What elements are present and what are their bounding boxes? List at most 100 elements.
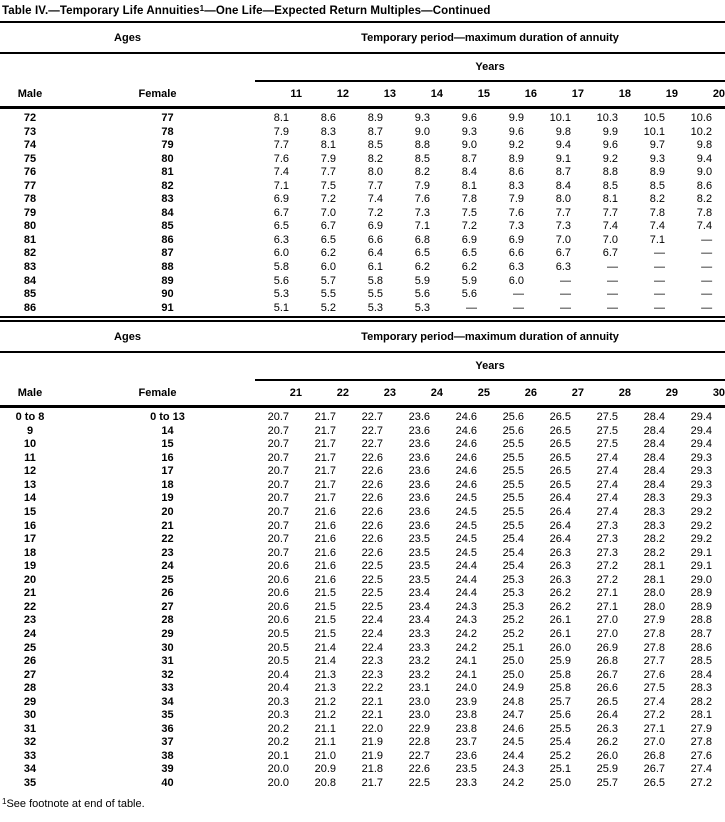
- multiple-value-cell: 22.7: [361, 424, 383, 437]
- multiple-value-cell: —: [701, 261, 713, 274]
- multiple-value-cell: 24.5: [455, 533, 477, 546]
- multiple-value-cell: —: [701, 247, 713, 260]
- multiple-value-cell: 25.6: [549, 709, 571, 722]
- multiple-value-cell: 21.7: [314, 411, 336, 424]
- table-row: 34 39 20.0 20.9 21.8 22.6 23.5 24.3 25.1 25.9 26.7…: [0, 763, 725, 777]
- multiple-value-cell: 20.2: [267, 736, 289, 749]
- multiple-value-cell: 20.7: [267, 546, 289, 559]
- temporary-period-header: Temporary period—maximum duration of ann…: [255, 22, 725, 54]
- multiple-value-cell: 28.4: [643, 424, 665, 437]
- year-column-header: 20: [678, 81, 725, 109]
- table-row: 79 84 6.7 7.0 7.2 7.3 7.5 7.6 7.7 7.7 7.8 7.8: [0, 207, 725, 221]
- table-row: 16 21 20.7 21.6 22.6 23.6 24.5 25.5 26.4 27.3 28.3…: [0, 520, 725, 534]
- multiple-value-cell: 25.7: [596, 776, 618, 789]
- female-age-cell: 23: [161, 546, 174, 559]
- multiple-value-cell: 29.4: [690, 424, 713, 437]
- multiple-value-cell: 9.3: [461, 125, 477, 138]
- male-age-cell: 73: [23, 125, 37, 138]
- table-row: 86 91 5.1 5.2 5.3 5.3 — — — — — —: [0, 302, 725, 316]
- multiple-value-cell: 8.7: [367, 125, 383, 138]
- multiple-value-cell: 10.6: [690, 112, 713, 124]
- multiple-value-cell: 27.4: [596, 492, 618, 505]
- multiple-value-cell: 23.6: [408, 451, 430, 464]
- male-column-header: Male: [0, 380, 60, 409]
- table-row: 0 to 8 0 to 13 20.7 21.7 22.7 23.6 24.6 25.6 26.…: [0, 407, 725, 425]
- multiple-value-cell: 21.6: [314, 546, 336, 559]
- multiple-value-cell: 22.8: [408, 736, 430, 749]
- multiple-value-cell: 21.6: [314, 560, 336, 573]
- year-column-header: 11: [255, 81, 302, 109]
- year-column-header: 12: [302, 81, 349, 109]
- multiple-value-cell: 24.5: [455, 519, 477, 532]
- multiple-value-cell: 9.9: [602, 125, 618, 138]
- multiple-value-cell: 28.4: [643, 451, 665, 464]
- multiple-value-cell: 21.5: [314, 627, 336, 640]
- male-age-cell: 28: [23, 682, 37, 695]
- female-age-cell: 39: [161, 763, 174, 776]
- multiple-value-cell: —: [701, 288, 713, 301]
- multiple-value-cell: 9.1: [555, 152, 571, 165]
- multiple-value-cell: 21.6: [314, 573, 336, 586]
- multiple-value-cell: 22.6: [361, 546, 383, 559]
- multiple-value-cell: 29.2: [690, 519, 713, 532]
- ages-header: Ages: [0, 22, 255, 54]
- male-age-cell: 17: [23, 533, 37, 546]
- multiple-value-cell: 29.3: [690, 451, 713, 464]
- multiple-value-cell: 21.9: [361, 749, 383, 762]
- multiple-value-cell: 25.4: [502, 560, 524, 573]
- multiple-value-cell: 28.8: [690, 614, 713, 627]
- multiple-value-cell: 25.2: [549, 749, 571, 762]
- multiple-value-cell: —: [560, 288, 571, 301]
- multiple-value-cell: 10.5: [643, 112, 665, 124]
- multiple-value-cell: 5.9: [461, 274, 477, 287]
- multiple-value-cell: 25.9: [596, 763, 618, 776]
- multiple-value-cell: 9.6: [461, 112, 477, 124]
- multiple-value-cell: 26.1: [549, 614, 571, 627]
- multiple-value-cell: 27.5: [596, 411, 618, 424]
- female-age-cell: 21: [161, 519, 174, 532]
- multiple-value-cell: 8.0: [367, 166, 383, 179]
- multiple-value-cell: 6.7: [555, 247, 571, 260]
- multiple-value-cell: —: [560, 301, 571, 314]
- male-age-cell: 11: [24, 451, 36, 464]
- male-age-cell: 81: [23, 233, 37, 246]
- table-row: 30 35 20.3 21.2 22.1 23.0 23.8 24.7 25.6 26.4 27.2…: [0, 709, 725, 723]
- multiple-value-cell: 22.7: [361, 438, 383, 451]
- table-row: 11 16 20.7 21.7 22.6 23.6 24.6 25.5 26.5 27.4 28.4…: [0, 452, 725, 466]
- multiple-value-cell: 8.0: [555, 193, 571, 206]
- multiple-value-cell: 21.2: [314, 709, 336, 722]
- multiple-value-cell: 7.4: [367, 193, 383, 206]
- multiple-value-cell: 27.2: [690, 776, 713, 789]
- multiple-value-cell: 5.3: [367, 301, 383, 314]
- multiple-value-cell: 24.9: [502, 682, 524, 695]
- temporary-period-header: Temporary period—maximum duration of ann…: [255, 322, 725, 354]
- years-spacer: [0, 53, 255, 81]
- multiple-value-cell: 22.6: [361, 465, 383, 478]
- multiple-value-cell: 8.5: [649, 179, 665, 192]
- year-column-header: 28: [584, 380, 631, 409]
- multiple-value-cell: 23.6: [408, 438, 430, 451]
- multiple-value-cell: 26.1: [549, 627, 571, 640]
- male-age-cell: 14: [23, 492, 37, 505]
- multiple-value-cell: 6.9: [367, 220, 383, 233]
- table-row: 10 15 20.7 21.7 22.7 23.6 24.6 25.5 26.5 27.5 28.4…: [0, 438, 725, 452]
- table-row: 23 28 20.6 21.5 22.4 23.4 24.3 25.2 26.1 27.0 27.9…: [0, 614, 725, 628]
- multiple-value-cell: —: [654, 261, 665, 274]
- female-age-cell: 19: [161, 492, 174, 505]
- multiple-value-cell: 25.3: [502, 600, 524, 613]
- multiple-value-cell: 7.0: [555, 233, 571, 246]
- male-age-cell: 12: [23, 465, 37, 478]
- multiple-value-cell: 21.4: [314, 655, 336, 668]
- table-body: 72 77 8.1 8.6 8.9 9.3 9.6 9.9 10.1 10.3 10.5 10.6 73…: [0, 108, 725, 316]
- multiple-value-cell: 29.0: [690, 573, 713, 586]
- multiple-value-cell: 20.4: [267, 668, 289, 681]
- multiple-value-cell: 7.6: [414, 193, 430, 206]
- multiple-value-cell: 21.7: [314, 424, 336, 437]
- multiple-value-cell: 8.2: [414, 166, 430, 179]
- multiple-value-cell: 22.7: [361, 411, 383, 424]
- female-age-cell: 17: [161, 465, 174, 478]
- multiple-value-cell: 20.7: [267, 492, 289, 505]
- female-age-cell: 24: [161, 560, 174, 573]
- multiple-value-cell: 27.1: [643, 722, 665, 735]
- multiple-value-cell: 22.5: [361, 560, 383, 573]
